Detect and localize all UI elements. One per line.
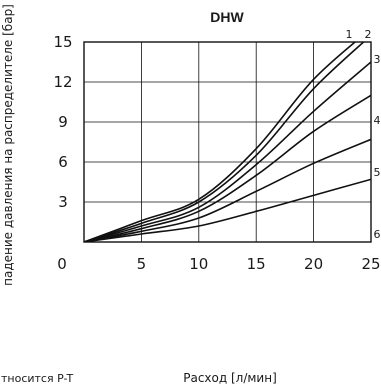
curve-label-3: 3 (374, 53, 381, 66)
y-tick-label: 12 (53, 73, 72, 91)
curve-4 (84, 94, 371, 242)
y-tick-labels: 3 6 9 12 15 (53, 33, 72, 211)
grid (84, 42, 371, 242)
y-tick-label: 3 (58, 193, 68, 211)
x-tick-label: 0 (57, 255, 67, 273)
curve-1 (84, 42, 357, 242)
x-axis-label: Расход [л/мин] (183, 371, 277, 385)
x-tick-label: 10 (189, 255, 208, 273)
curve-6 (84, 178, 371, 242)
y-tick-label: 9 (58, 113, 68, 131)
x-tick-label: 25 (361, 255, 380, 273)
curves (84, 42, 371, 242)
curve-3 (84, 61, 371, 242)
curve-5 (84, 138, 371, 242)
x-tick-label: 15 (247, 255, 266, 273)
x-tick-labels: 0 5 10 15 20 25 (57, 255, 380, 273)
x-tick-label: 20 (304, 255, 323, 273)
curve-label-4: 4 (374, 114, 381, 127)
curve-label-2: 2 (365, 28, 372, 41)
curve-2 (84, 42, 365, 242)
curve-label-1: 1 (346, 28, 353, 41)
y-tick-label: 15 (53, 33, 72, 51)
curve-label-5: 5 (374, 166, 381, 179)
y-axis-label: падение давления на распределителе [бар] (1, 4, 15, 286)
chart-title: DHW (210, 9, 244, 25)
plot-frame (83, 41, 372, 243)
curve-label-6: 6 (374, 228, 381, 241)
x-tick-label: 5 (137, 255, 147, 273)
y-tick-label: 6 (58, 153, 68, 171)
curve-labels: 1 23 4 5 6 (346, 28, 381, 241)
footnote: тносится P-T (1, 372, 73, 385)
